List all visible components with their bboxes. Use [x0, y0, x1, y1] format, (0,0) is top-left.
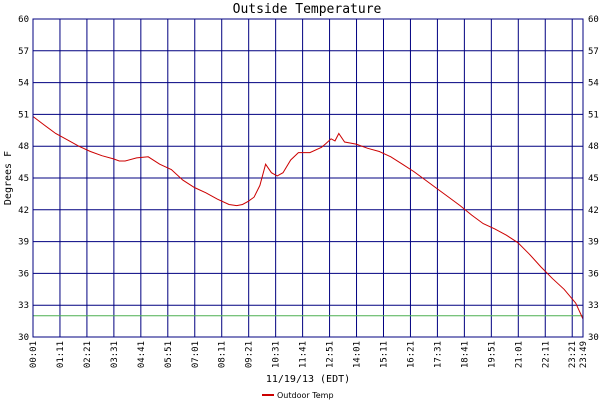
- legend-label-outdoor-temp: Outdoor Temp: [277, 391, 334, 400]
- y-tick-label-left: 39: [18, 238, 29, 248]
- y-tick-label-right: 36: [588, 269, 599, 279]
- x-tick-label: 11:41: [299, 341, 309, 368]
- y-tick-label-left: 36: [18, 269, 29, 279]
- x-tick-label: 16:21: [406, 341, 416, 368]
- x-tick-label: 17:31: [433, 341, 443, 368]
- x-tick-label: 23:49: [579, 341, 589, 368]
- y-tick-label-right: 30: [588, 333, 599, 343]
- y-tick-label-right: 33: [588, 301, 599, 311]
- x-tick-label: 08:11: [218, 341, 228, 368]
- x-tick-label: 02:21: [83, 341, 93, 368]
- x-tick-label: 10:31: [272, 341, 282, 368]
- y-tick-label-right: 57: [588, 47, 599, 57]
- y-tick-label-left: 42: [18, 206, 29, 216]
- chart-title: Outside Temperature: [233, 2, 382, 17]
- x-tick-label: 14:01: [353, 341, 363, 368]
- y-tick-label-right: 48: [588, 142, 599, 152]
- y-tick-label-right: 60: [588, 15, 599, 25]
- x-tick-label: 21:01: [514, 341, 524, 368]
- y-tick-label-left: 54: [18, 79, 29, 89]
- x-axis-label: 11/19/13 (EDT): [266, 374, 350, 385]
- x-tick-label: 18:41: [460, 341, 470, 368]
- y-axis-label: Degrees F: [3, 151, 14, 205]
- x-tick-label: 15:11: [379, 341, 389, 368]
- grid-lines: [32, 18, 584, 338]
- plot-frame: [32, 18, 584, 338]
- y-axis-right-ticks: 30 33 36 39 42 45 48 51 54 57 60: [588, 15, 599, 343]
- y-tick-label-left: 30: [18, 333, 29, 343]
- x-tick-label: 07:01: [191, 341, 201, 368]
- x-tick-label: 04:41: [137, 341, 147, 368]
- y-tick-label-left: 33: [18, 301, 29, 311]
- y-tick-label-right: 39: [588, 238, 599, 248]
- y-axis-left-ticks: 30 33 36 39 42 45 48 51 54 57 60: [18, 15, 29, 343]
- x-tick-label: 00:01: [29, 341, 39, 368]
- x-tick-label: 19:51: [487, 341, 497, 368]
- x-tick-label: 05:51: [164, 341, 174, 368]
- outdoor-temp-series-line: [32, 116, 584, 320]
- y-tick-label-right: 51: [588, 110, 599, 120]
- y-tick-label-left: 57: [18, 47, 29, 57]
- x-tick-label: 09:21: [245, 341, 255, 368]
- x-tick-label: 23:21: [568, 341, 578, 368]
- y-tick-label-left: 51: [18, 110, 29, 120]
- y-tick-label-left: 48: [18, 142, 29, 152]
- x-tick-label: 01:11: [56, 341, 66, 368]
- y-tick-label-left: 60: [18, 15, 29, 25]
- x-tick-label: 03:31: [110, 341, 120, 368]
- x-axis-ticks: 00:01 01:11 02:21 03:31 04:41 05:51 07:01 08:11…: [29, 341, 589, 368]
- y-tick-label-right: 42: [588, 206, 599, 216]
- y-tick-label-right: 45: [588, 174, 599, 184]
- x-tick-label: 12:51: [326, 341, 336, 368]
- y-tick-label-right: 54: [588, 79, 599, 89]
- x-tick-label: 22:11: [541, 341, 551, 368]
- y-tick-label-left: 45: [18, 174, 29, 184]
- legend[interactable]: Outdoor Temp: [262, 391, 334, 400]
